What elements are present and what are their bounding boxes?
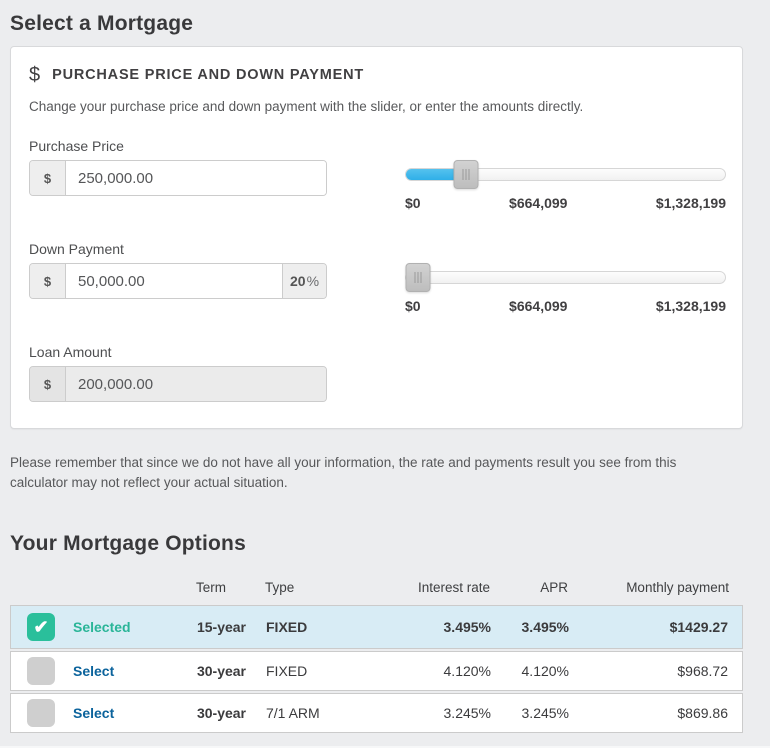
- purchase-price-row: Purchase Price $ $0 $664,09: [27, 138, 726, 211]
- dollar-prefix-icon: $: [30, 264, 66, 298]
- purchase-price-slider-fill: [406, 169, 466, 180]
- percent-sign: %: [306, 273, 320, 289]
- check-icon: ✔: [33, 616, 49, 637]
- loan-amount-row: Loan Amount $: [27, 344, 726, 402]
- type-value: 7/1 ARM: [266, 704, 320, 721]
- slider-max-label: $1,328,199: [655, 298, 726, 314]
- down-payment-percent-badge: 20%: [282, 264, 326, 298]
- options-title: Your Mortgage Options: [10, 531, 246, 555]
- apr-value: 3.245%: [521, 704, 569, 721]
- down-payment-input[interactable]: [66, 264, 282, 298]
- slider-max-label: $1,328,199: [655, 195, 726, 211]
- type-value: FIXED: [266, 662, 308, 679]
- down-payment-slider-handle[interactable]: [405, 263, 431, 292]
- col-header-monthly-payment: Monthly payment: [626, 579, 729, 595]
- purchase-price-input-group: $: [29, 160, 327, 196]
- selected-label: Selected: [73, 618, 131, 635]
- loan-amount-label: Loan Amount: [29, 344, 112, 360]
- checkbox-checked[interactable]: ✔: [27, 612, 55, 641]
- col-header-interest-rate: Interest rate: [417, 579, 490, 595]
- col-header-type: Type: [265, 579, 295, 595]
- checkbox-unchecked[interactable]: [27, 698, 55, 727]
- monthly-payment-value: $968.72: [677, 662, 728, 679]
- page-title: Select a Mortgage: [10, 12, 194, 35]
- purchase-price-slider: $0 $664,099 $1,328,199: [405, 160, 726, 211]
- checkbox-unchecked[interactable]: [27, 656, 55, 685]
- mortgage-options-table: Term Type Interest rate APR Monthly paym…: [10, 574, 743, 733]
- down-payment-row: Down Payment $ 20% $0: [27, 241, 726, 314]
- down-payment-label: Down Payment: [29, 241, 124, 257]
- apr-value: 4.120%: [521, 662, 569, 679]
- slider-grip-icon: [414, 272, 422, 283]
- loan-amount-input-group: $: [29, 366, 327, 402]
- interest-rate-value: 3.495%: [443, 618, 491, 635]
- down-payment-input-group: $ 20%: [29, 263, 327, 299]
- slider-min-label: $0: [405, 298, 421, 314]
- table-row-15-year-fixed: ✔ Selected 15-year FIXED 3.495% 3.495% $…: [10, 604, 743, 649]
- slider-min-label: $0: [405, 195, 421, 211]
- slider-mid-label: $664,099: [509, 298, 568, 314]
- panel-header: $ PURCHASE PRICE AND DOWN PAYMENT: [29, 65, 726, 85]
- disclaimer-text: Please remember that since we do not hav…: [10, 455, 677, 491]
- monthly-payment-value: $869.86: [677, 704, 728, 721]
- purchase-price-label: Purchase Price: [29, 138, 124, 154]
- dollar-icon: $: [29, 64, 41, 86]
- select-link[interactable]: Select: [73, 704, 115, 721]
- panel-description: Change your purchase price and down paym…: [29, 99, 584, 114]
- term-value: 30-year: [196, 704, 246, 721]
- table-row-30-year-arm: Select 30-year 7/1 ARM 3.245% 3.245% $86…: [10, 692, 743, 733]
- dollar-prefix-icon: $: [30, 367, 66, 401]
- panel-title: PURCHASE PRICE AND DOWN PAYMENT: [52, 67, 364, 83]
- purchase-price-slider-labels: $0 $664,099 $1,328,199: [405, 195, 726, 211]
- bottom-divider: [0, 745, 770, 748]
- apr-value: 3.495%: [521, 618, 569, 635]
- dollar-prefix-icon: $: [30, 161, 66, 195]
- purchase-price-slider-track[interactable]: [405, 160, 726, 189]
- loan-amount-input: [66, 367, 326, 401]
- down-payment-slider-labels: $0 $664,099 $1,328,199: [405, 298, 726, 314]
- col-header-apr: APR: [540, 579, 568, 595]
- down-payment-slider: $0 $664,099 $1,328,199: [405, 263, 726, 314]
- term-value: 15-year: [196, 618, 246, 635]
- term-value: 30-year: [196, 662, 246, 679]
- purchase-price-input[interactable]: [66, 161, 326, 195]
- purchase-price-slider-handle[interactable]: [453, 160, 479, 189]
- interest-rate-value: 4.120%: [443, 662, 491, 679]
- table-row-30-year-fixed: Select 30-year FIXED 4.120% 4.120% $968.…: [10, 650, 743, 691]
- mortgage-calculator-page: Select a Mortgage $ PURCHASE PRICE AND D…: [10, 12, 743, 733]
- type-value: FIXED: [266, 618, 308, 635]
- monthly-payment-value: $1429.27: [669, 618, 728, 635]
- table-header-row: Term Type Interest rate APR Monthly paym…: [10, 574, 743, 605]
- slider-mid-label: $664,099: [509, 195, 568, 211]
- col-header-term: Term: [196, 579, 226, 595]
- interest-rate-value: 3.245%: [443, 704, 491, 721]
- down-payment-slider-track[interactable]: [405, 263, 726, 292]
- slider-grip-icon: [462, 169, 470, 180]
- purchase-panel: $ PURCHASE PRICE AND DOWN PAYMENT Change…: [10, 46, 743, 429]
- select-link[interactable]: Select: [73, 662, 115, 679]
